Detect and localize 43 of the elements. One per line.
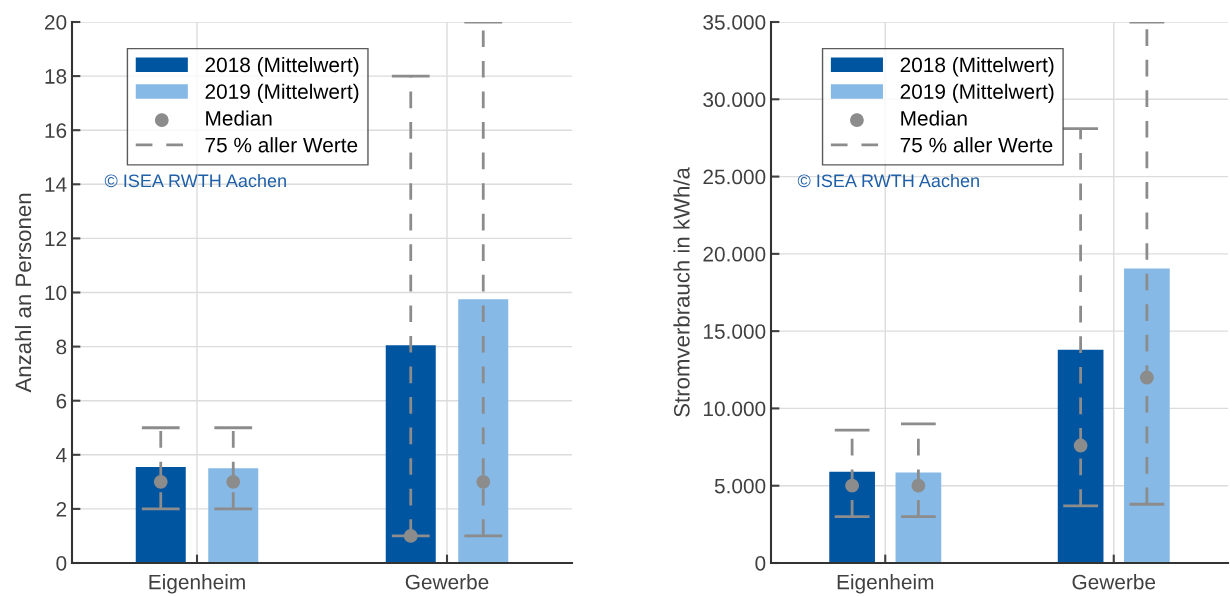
bar bbox=[385, 345, 436, 563]
legend-label: 2018 (Mittelwert) bbox=[205, 56, 359, 77]
y-tick-label: 12 bbox=[45, 231, 67, 246]
legend-label: Median bbox=[901, 110, 967, 126]
x-tick-label: Eigenheim bbox=[149, 574, 245, 594]
y-tick-label: 5.000 bbox=[714, 478, 766, 494]
bar bbox=[208, 468, 259, 563]
x-tick-label: Gewerbe bbox=[1072, 574, 1156, 590]
legend-label: 2019 (Mittelwert) bbox=[900, 83, 1054, 104]
bar bbox=[895, 472, 942, 563]
y-tick-label: 18 bbox=[45, 69, 67, 84]
y-tick-label: 25.000 bbox=[703, 169, 766, 185]
x-tick-label: Eigenheim bbox=[837, 574, 934, 594]
bar bbox=[458, 299, 509, 563]
bar bbox=[1057, 349, 1104, 563]
bar bbox=[829, 471, 875, 563]
y-tick-label: 10.000 bbox=[704, 401, 766, 417]
bar bbox=[135, 466, 186, 563]
y-tick-label: 20.000 bbox=[703, 246, 766, 262]
annotation: © ISEA RWTH Aachen bbox=[104, 173, 286, 188]
y-tick-label: 16 bbox=[45, 123, 67, 138]
y-tick-label: 15.000 bbox=[704, 324, 766, 339]
legend-label: 75 % aller Werte bbox=[900, 137, 1053, 153]
y-tick-label: 0 bbox=[755, 556, 766, 571]
y-tick-label: 30.000 bbox=[703, 92, 766, 108]
y-tick-label: 4 bbox=[56, 448, 67, 463]
y-tick-label: 2 bbox=[56, 501, 67, 517]
legend-label: 75 % aller Werte bbox=[205, 137, 358, 153]
bar bbox=[1124, 268, 1170, 563]
y-axis-title: Anzahl an Personen bbox=[14, 193, 32, 393]
y-tick-label: 10 bbox=[45, 285, 67, 301]
y-tick-label: 14 bbox=[45, 177, 67, 192]
y-tick-label: 8 bbox=[56, 339, 67, 355]
legend-label: 2018 (Mittelwert) bbox=[900, 56, 1054, 77]
annotation: © ISEA RWTH Aachen bbox=[797, 173, 979, 188]
y-axis-title: Stromverbrauch in kWh/a bbox=[673, 167, 690, 417]
legend-label: 2019 (Mittelwert) bbox=[205, 83, 359, 104]
x-tick-label: Gewerbe bbox=[405, 574, 489, 590]
y-tick-label: 20 bbox=[45, 15, 67, 30]
y-tick-label: 0 bbox=[56, 556, 67, 571]
legend-label: Median bbox=[206, 110, 272, 126]
y-tick-label: 6 bbox=[56, 393, 67, 409]
y-tick-label: 35.000 bbox=[703, 15, 766, 30]
